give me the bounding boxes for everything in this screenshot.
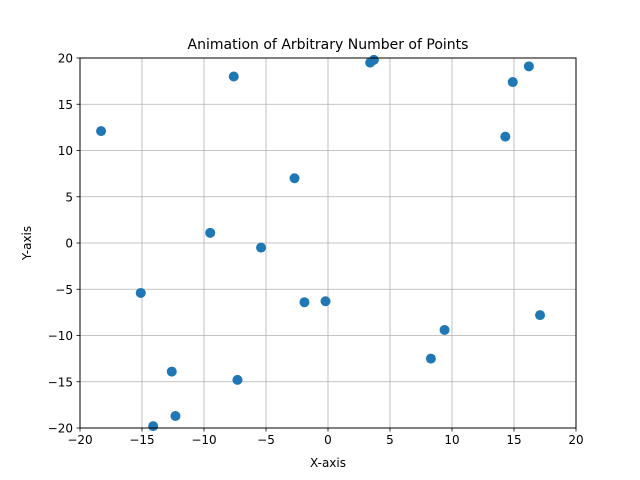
data-points [96,54,546,432]
data-point [523,61,534,72]
y-axis-label: Y-axis [20,226,34,261]
y-tick-label: 10 [58,144,73,158]
data-point [205,227,216,238]
data-point [425,353,436,364]
x-tick-label: 0 [324,433,332,447]
x-axis-label: X-axis [310,456,346,470]
x-tick-label: −20 [67,433,92,447]
data-point [148,421,159,432]
y-tick-label: −10 [48,329,73,343]
y-tick-label: −5 [55,283,73,297]
data-point [299,297,310,308]
x-tick-label: 10 [444,433,459,447]
data-point [500,131,511,142]
y-tick-label: −20 [48,422,73,436]
data-point [228,71,239,82]
data-point [256,242,267,253]
data-point [535,310,546,321]
y-tick-label: 20 [58,52,73,66]
x-tick-label: 15 [506,433,521,447]
x-tick-label: 20 [568,433,583,447]
data-point [166,366,177,377]
data-point [232,374,243,385]
data-point [170,410,181,421]
y-tick-label: 0 [65,237,73,251]
chart-title: Animation of Arbitrary Number of Points [188,37,469,53]
data-point [135,287,146,298]
x-tick-label: −15 [129,433,154,447]
y-axis-ticks: −20 −15 −10 −5 0 5 10 15 20 [48,52,80,436]
y-tick-label: −15 [48,375,73,389]
data-point [320,296,331,307]
data-point [507,77,518,88]
data-point [368,54,379,65]
data-point [289,173,300,184]
x-axis-ticks: −20 −15 −10 −5 0 5 10 15 20 [67,428,584,447]
y-tick-label: 5 [65,190,73,204]
y-tick-label: 15 [58,98,73,112]
data-point [439,324,450,335]
x-tick-label: −10 [191,433,216,447]
data-point [96,126,107,137]
x-tick-label: 5 [386,433,394,447]
x-tick-label: −5 [257,433,275,447]
